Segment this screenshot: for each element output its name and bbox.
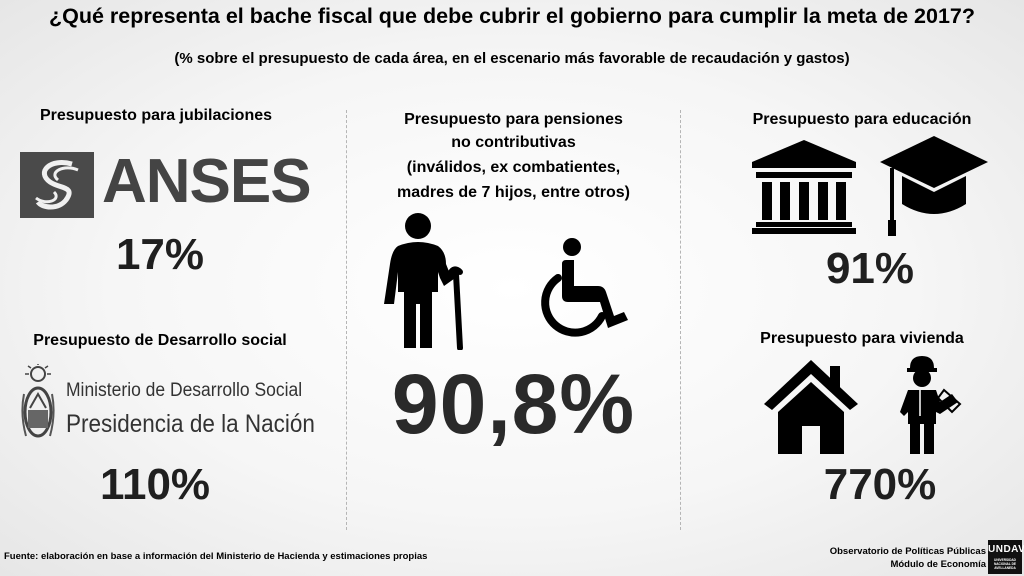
jubilaciones-value: 17% bbox=[115, 230, 205, 279]
pensiones-label-line4: madres de 7 hijos, entre otros) bbox=[397, 184, 630, 201]
ministerio-logo: Ministerio de Desarrollo Social Presiden… bbox=[20, 364, 320, 448]
divider-left bbox=[346, 110, 347, 530]
pensiones-label-line2: no contributivas bbox=[451, 134, 576, 151]
anses-logo: ANSES bbox=[20, 147, 312, 218]
coat-of-arms-icon bbox=[21, 364, 55, 438]
educacion-label: Presupuesto para educación bbox=[752, 111, 972, 128]
ministerio-logo-line1: Ministerio de Desarrollo Social bbox=[66, 380, 303, 401]
anses-emblem-icon bbox=[20, 152, 94, 218]
undav-logo: UNDAV UNIVERSIDAD NACIONAL DE AVELLANEDA bbox=[988, 540, 1024, 574]
jubilaciones-label: Presupuesto para jubilaciones bbox=[39, 107, 273, 124]
divider-right bbox=[680, 110, 681, 530]
undav-logo-subtext: UNIVERSIDAD NACIONAL DE AVELLANEDA bbox=[993, 558, 1017, 570]
wheelchair-icon bbox=[541, 238, 628, 337]
ministerio-logo-line2: Presidencia de la Nación bbox=[66, 410, 315, 438]
institution-building-icon bbox=[752, 140, 856, 234]
org-line1: Observatorio de Políticas Públicas bbox=[829, 546, 986, 557]
pensiones-label-line3: (inválidos, ex combatientes, bbox=[406, 159, 621, 176]
source-note: Fuente: elaboración en base a informació… bbox=[4, 551, 428, 562]
pensiones-label-line1: Presupuesto para pensiones bbox=[404, 111, 623, 128]
desarrollo-social-label: Presupuesto de Desarrollo social bbox=[33, 332, 287, 349]
elderly-person-icon bbox=[384, 213, 463, 350]
desarrollo-social-value: 110% bbox=[99, 460, 211, 509]
org-line2: Módulo de Economía bbox=[890, 559, 986, 570]
page-subtitle: (% sobre el presupuesto de cada área, en… bbox=[174, 50, 850, 67]
anses-logo-text: ANSES bbox=[102, 147, 312, 216]
vivienda-value: 770% bbox=[823, 460, 937, 509]
construction-worker-icon bbox=[900, 356, 962, 454]
page-title: ¿Qué representa el bache fiscal que debe… bbox=[48, 4, 975, 28]
vivienda-label: Presupuesto para vivienda bbox=[760, 330, 964, 347]
educacion-value: 91% bbox=[825, 244, 915, 293]
pensiones-value: 90,8% bbox=[391, 357, 636, 451]
undav-logo-text: UNDAV bbox=[988, 544, 1024, 555]
house-icon bbox=[764, 360, 858, 454]
graduation-cap-icon bbox=[880, 136, 988, 236]
